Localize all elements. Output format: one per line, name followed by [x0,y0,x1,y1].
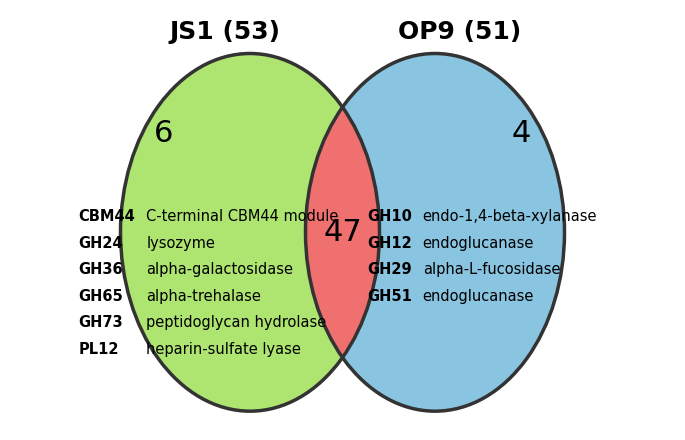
Text: heparin-sulfate lyase: heparin-sulfate lyase [147,342,301,357]
Text: endoglucanase: endoglucanase [423,289,534,304]
Text: alpha-trehalase: alpha-trehalase [147,289,261,304]
Ellipse shape [121,54,379,411]
Text: CBM44: CBM44 [79,209,136,224]
Text: GH29: GH29 [367,262,412,278]
Text: 6: 6 [154,119,173,148]
Text: GH24: GH24 [79,236,123,251]
Text: JS1 (53): JS1 (53) [170,20,281,44]
Text: GH51: GH51 [367,289,412,304]
Text: lysozyme: lysozyme [147,236,215,251]
Text: peptidoglycan hydrolase: peptidoglycan hydrolase [147,315,327,330]
Text: alpha-galactosidase: alpha-galactosidase [147,262,293,278]
Ellipse shape [121,54,379,411]
Ellipse shape [306,54,564,411]
Text: GH12: GH12 [367,236,412,251]
Text: PL12: PL12 [79,342,119,357]
Text: 47: 47 [323,218,362,247]
Text: GH73: GH73 [79,315,123,330]
Text: GH36: GH36 [79,262,123,278]
Ellipse shape [306,54,564,411]
Text: endoglucanase: endoglucanase [423,236,534,251]
Text: GH65: GH65 [79,289,123,304]
Text: OP9 (51): OP9 (51) [398,20,521,44]
Text: alpha-L-fucosidase: alpha-L-fucosidase [423,262,560,278]
Text: C-terminal CBM44 module: C-terminal CBM44 module [147,209,339,224]
Text: endo-1,4-beta-xylanase: endo-1,4-beta-xylanase [423,209,597,224]
Text: 4: 4 [512,119,531,148]
Text: GH10: GH10 [367,209,412,224]
